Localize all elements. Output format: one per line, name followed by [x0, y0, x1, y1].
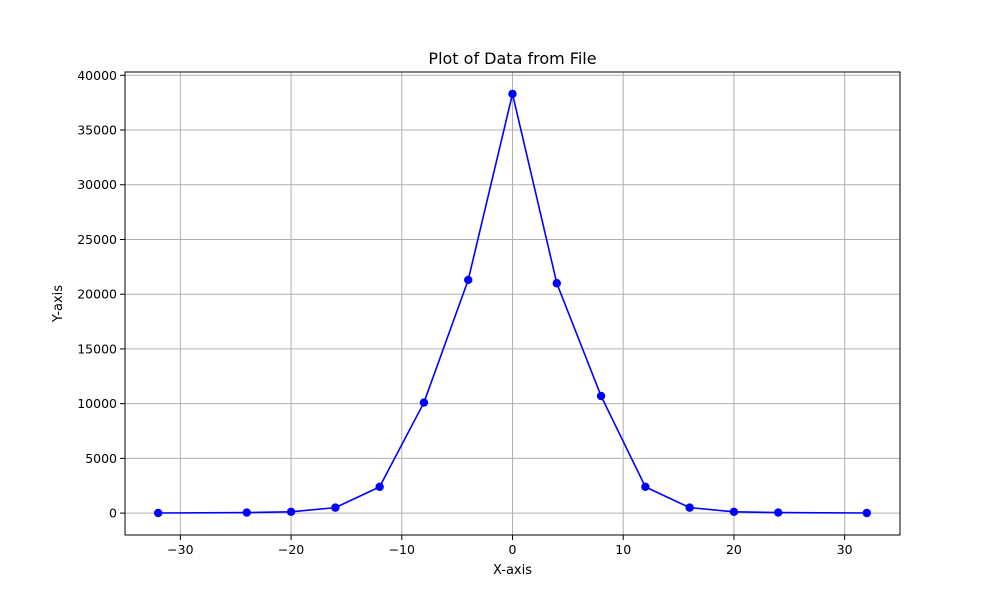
- y-tick-label: 40000: [77, 68, 117, 83]
- y-tick-label: 20000: [77, 287, 117, 302]
- y-tick-label: 10000: [77, 396, 117, 411]
- y-tick-label: 25000: [77, 232, 117, 247]
- x-tick-label: 30: [837, 542, 853, 557]
- data-point: [419, 398, 429, 407]
- data-point: [774, 508, 783, 517]
- x-tick-label: 20: [726, 542, 742, 557]
- x-tick-label: 0: [509, 542, 517, 557]
- data-point: [331, 503, 340, 512]
- data-point: [242, 508, 251, 517]
- data-point: [596, 391, 606, 401]
- data-point: [552, 279, 561, 288]
- y-tick-label: 35000: [77, 123, 117, 138]
- x-axis-label: X-axis: [493, 563, 532, 578]
- x-tick-label: 10: [615, 542, 631, 557]
- x-tick-label: −10: [389, 542, 415, 557]
- data-point: [154, 508, 163, 518]
- x-tick-label: −30: [167, 542, 193, 557]
- y-tick-label: 5000: [85, 451, 117, 466]
- grid-lines: [125, 72, 900, 535]
- data-point: [729, 507, 739, 516]
- x-tick-label: −20: [278, 542, 304, 557]
- data-point: [286, 507, 296, 516]
- y-tick-label: 15000: [77, 341, 117, 356]
- data-point: [862, 508, 871, 518]
- data-point: [641, 482, 650, 492]
- data-point: [685, 503, 694, 512]
- y-tick-label: 30000: [77, 177, 117, 192]
- x-axis-ticks: −30 −20 −10 0 10 20 30: [167, 535, 853, 557]
- data-point: [508, 89, 517, 99]
- data-point: [375, 482, 384, 492]
- y-axis-label: Y-axis: [51, 285, 66, 323]
- chart-title: Plot of Data from File: [428, 49, 596, 68]
- y-axis-ticks: 0 5000 10000 15000 20000 25000 30000 35000 40000: [77, 68, 125, 521]
- series-layer: [154, 89, 871, 518]
- y-tick-label: 0: [109, 506, 117, 521]
- data-point: [464, 275, 473, 285]
